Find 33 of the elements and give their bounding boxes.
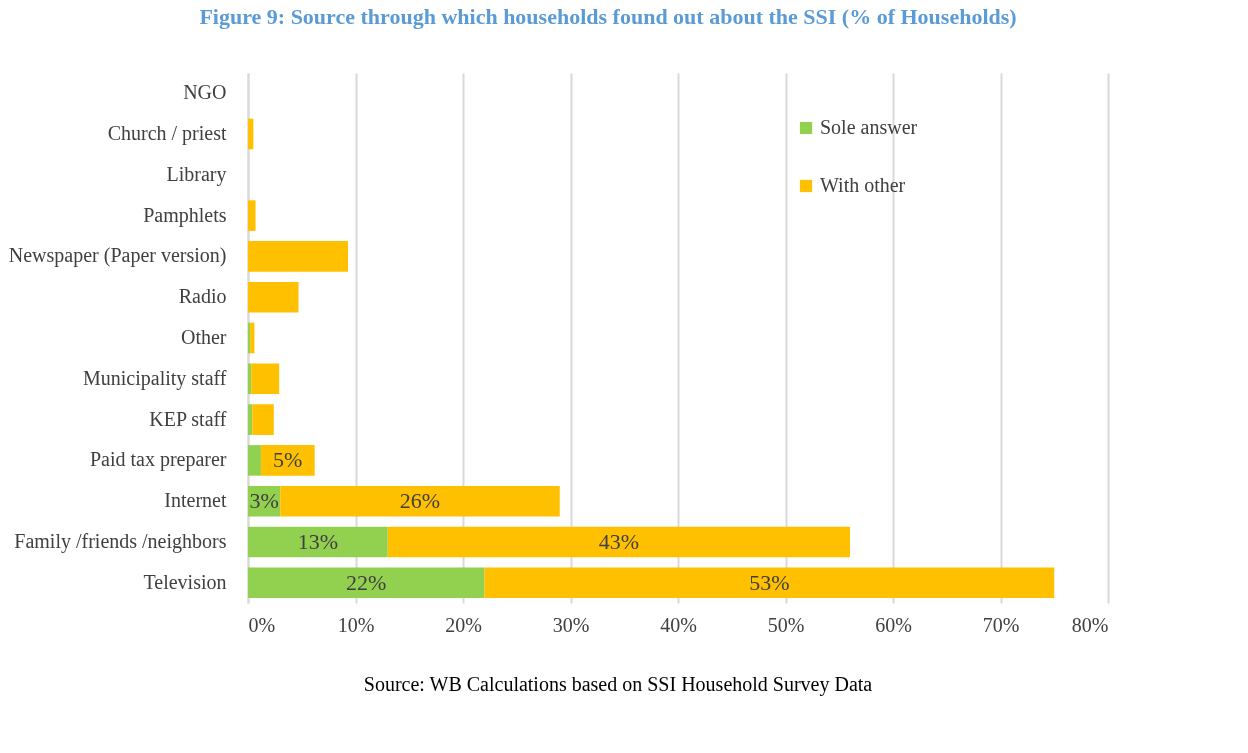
data-label: 43% [598, 529, 640, 554]
y-tick-label: Library [166, 162, 227, 186]
y-tick-label: Other [180, 326, 227, 348]
legend-label: With other [820, 174, 906, 196]
y-tick-label: Pamphlets [143, 203, 227, 227]
x-tick-label: 30% [552, 613, 590, 636]
x-tick-label: 70% [982, 613, 1020, 636]
y-tick-label: Church / priest [107, 122, 227, 145]
y-tick-label: Family /friends /neighbors [14, 530, 227, 553]
source-note: Source: WB Calculations based on SSI Household Survey Data [363, 673, 873, 696]
y-tick-label: NGO [183, 81, 227, 104]
y-tick-label: Internet [164, 489, 227, 512]
data-label: 22% [346, 569, 387, 595]
x-tick-label: 80% [1071, 613, 1109, 636]
data-label: 3% [249, 488, 279, 514]
y-tick-label: Municipality staff [83, 366, 227, 390]
x-tick-label: 50% [767, 613, 805, 636]
y-tick-label: KEP staff [149, 407, 227, 430]
x-tick-label: 20% [445, 613, 482, 636]
y-tick-label: Newspaper (Paper version) [8, 244, 227, 268]
data-label: 26% [399, 488, 441, 514]
x-tick-label: 60% [875, 613, 912, 636]
y-tick-label: Television [143, 570, 227, 593]
x-tick-label: 0% [248, 613, 276, 636]
x-tick-label: 40% [660, 613, 697, 636]
data-label: 13% [297, 529, 339, 554]
data-label: 53% [749, 569, 790, 595]
y-tick-label: Radio [178, 285, 227, 308]
y-tick-label: Paid tax preparer [89, 448, 227, 472]
legend-label: Sole answer [820, 116, 918, 138]
chart-title: Figure 9: Source through which households found out about the SSI (% of Households) [199, 4, 1017, 29]
data-label: 5% [273, 447, 303, 473]
x-tick-label: 10% [337, 613, 375, 636]
